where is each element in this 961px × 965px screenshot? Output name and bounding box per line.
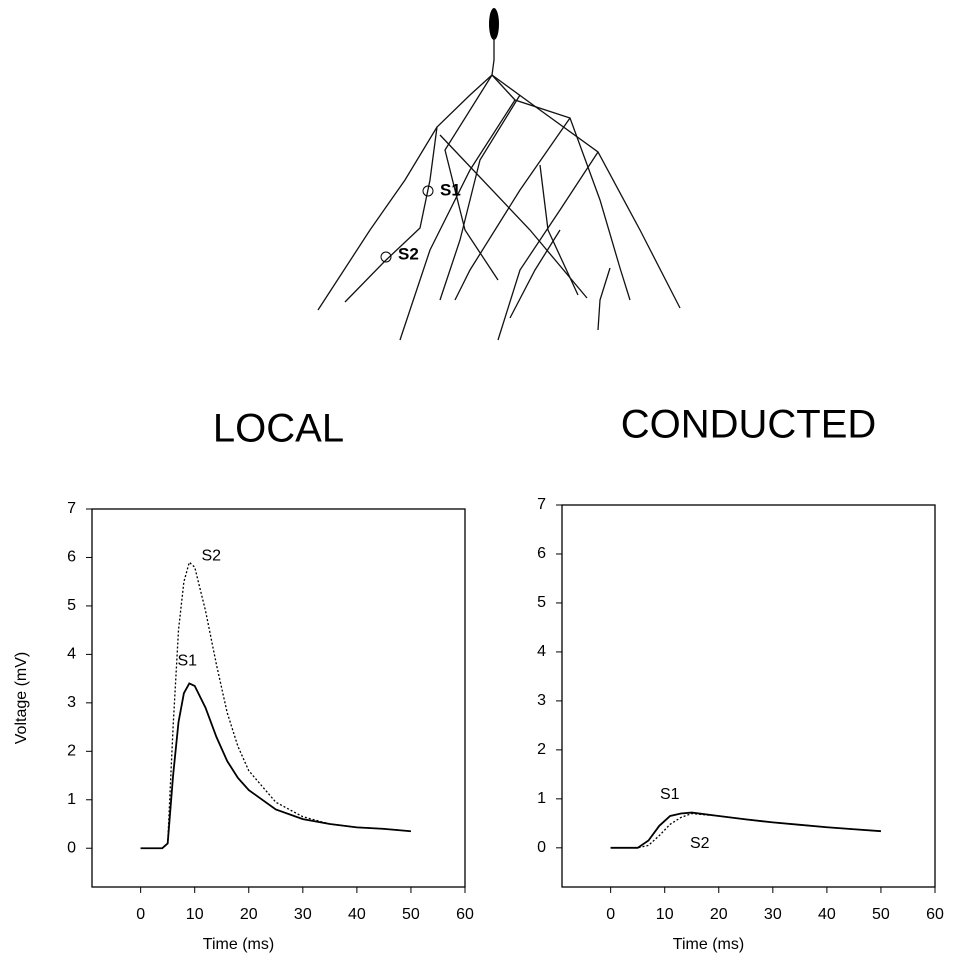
series-label: S2 — [690, 835, 710, 852]
x-tick-label: 0 — [606, 906, 615, 923]
x-tick-label: 40 — [348, 906, 366, 923]
branch — [455, 118, 570, 300]
x-tick-label: 60 — [456, 906, 474, 923]
series-label: S2 — [202, 548, 222, 565]
x-tick-label: 10 — [656, 906, 674, 923]
plot-frame — [562, 505, 935, 887]
y-tick-label: 6 — [537, 545, 546, 562]
x-tick-label: 20 — [240, 906, 258, 923]
y-tick-label: 1 — [537, 790, 546, 807]
y-tick-label: 0 — [537, 839, 546, 856]
line-series — [141, 683, 411, 848]
x-tick-label: 0 — [136, 906, 145, 923]
y-tick-label: 5 — [537, 594, 546, 611]
site-label: S1 — [440, 180, 461, 199]
y-tick-label: 4 — [537, 643, 546, 660]
x-tick-label: 40 — [818, 906, 836, 923]
y-axis-label: Voltage (mV) — [13, 652, 30, 744]
x-tick-label: 30 — [294, 906, 312, 923]
branch — [540, 165, 578, 295]
x-tick-label: 60 — [926, 906, 944, 923]
line-series — [611, 813, 881, 848]
branch — [510, 230, 560, 318]
x-tick-label: 30 — [764, 906, 782, 923]
branch — [492, 75, 680, 308]
y-tick-label: 3 — [67, 694, 76, 711]
x-axis-label: Time (ms) — [203, 936, 274, 953]
y-tick-label: 2 — [67, 743, 76, 760]
chart-title: LOCAL — [213, 407, 344, 451]
x-tick-label: 10 — [186, 906, 204, 923]
branch — [400, 100, 515, 340]
series-label: S1 — [660, 786, 680, 803]
branch — [598, 268, 610, 330]
branch — [492, 38, 494, 75]
x-tick-label: 50 — [402, 906, 420, 923]
y-tick-label: 2 — [537, 741, 546, 758]
y-tick-label: 1 — [67, 791, 76, 808]
y-tick-label: 6 — [67, 549, 76, 566]
neuron-diagram: S1 S2 — [318, 8, 680, 340]
site-label: S2 — [398, 244, 419, 263]
y-tick-label: 3 — [537, 692, 546, 709]
x-tick-label: 50 — [872, 906, 890, 923]
y-tick-label: 7 — [537, 496, 546, 513]
x-tick-label: 20 — [710, 906, 728, 923]
y-tick-label: 7 — [67, 500, 76, 517]
y-tick-label: 4 — [67, 646, 76, 663]
figure: S1 S2 LOCAL012345670102030405060Time (ms… — [0, 0, 961, 965]
series-label: S1 — [178, 653, 198, 670]
chart-title: CONDUCTED — [621, 403, 877, 447]
branch — [445, 75, 498, 280]
x-axis-label: Time (ms) — [673, 936, 744, 953]
soma — [489, 8, 499, 40]
y-tick-label: 5 — [67, 597, 76, 614]
y-tick-label: 0 — [67, 839, 76, 856]
